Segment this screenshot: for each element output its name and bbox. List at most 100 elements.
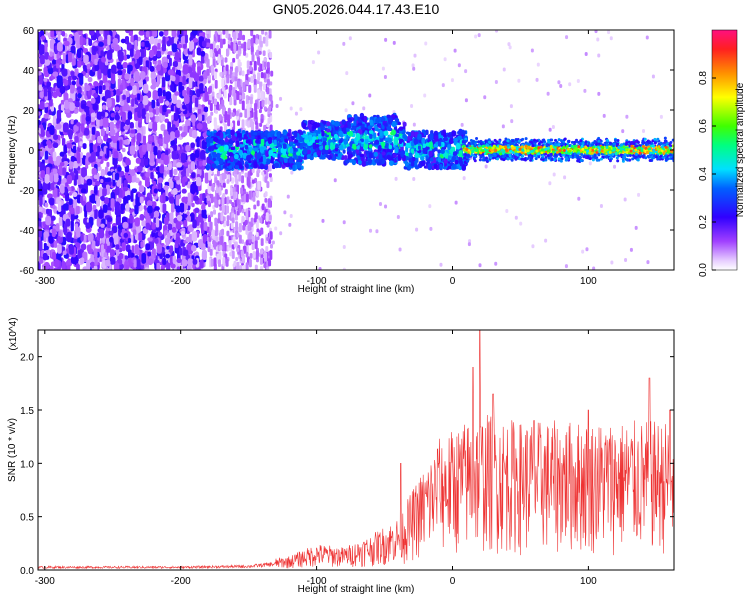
spectrogram-cell	[145, 76, 149, 82]
spectrogram-cell	[510, 119, 514, 124]
spectrogram-cell	[69, 207, 75, 214]
spectrogram-cell	[250, 30, 254, 37]
spectrogram-cell	[138, 122, 142, 128]
spectrogram-cell	[201, 249, 207, 261]
spectrogram-cell	[151, 99, 156, 109]
spectrogram-cell	[257, 57, 261, 66]
spectrogram-cell	[50, 182, 55, 191]
spectrogram-cell	[97, 145, 101, 153]
spectrogram-cell	[211, 229, 215, 239]
spectrogram-cell	[392, 40, 396, 45]
spectrogram-cell	[384, 37, 388, 42]
spectrogram-cell	[83, 54, 89, 64]
spectrogram-cell	[44, 42, 48, 53]
spectrogram-cell	[206, 58, 210, 68]
spectrogram-cell	[211, 65, 215, 76]
spectrogram-cell	[98, 36, 102, 42]
spectrogram-cell	[238, 94, 242, 100]
spectrogram-cell	[199, 160, 203, 167]
spectrogram-cell	[76, 38, 81, 49]
spectrogram-cell	[453, 48, 457, 53]
spectrogram-cell	[173, 60, 178, 68]
spectrogram-cell	[232, 236, 236, 243]
spectrogram-cell	[183, 249, 189, 257]
spectrogram-cell	[239, 30, 243, 41]
spectrogram-cell	[195, 97, 199, 108]
spectrogram-cell	[250, 222, 254, 228]
spectrogram-cell	[646, 260, 650, 265]
spectrogram-cell	[260, 248, 264, 255]
spectrogram-cell	[127, 64, 133, 72]
spectrogram-cell	[212, 209, 216, 215]
spectrogram-cell	[208, 214, 212, 223]
spectrogram-cell	[252, 250, 256, 259]
spectrogram-cell	[125, 30, 130, 34]
spectrogram-cell	[216, 44, 220, 50]
spectrogram-cell	[186, 211, 190, 216]
spectrogram-cell	[269, 81, 273, 86]
spectrogram-cell	[441, 83, 445, 88]
spectrogram-cell	[187, 258, 194, 267]
spectrogram-cell	[264, 191, 268, 197]
spectrogram-cell	[127, 238, 132, 243]
spectrogram-cell	[102, 204, 108, 213]
spectrogram-cell	[248, 258, 252, 268]
spectrogram-cell	[142, 142, 147, 153]
spectrogram-cell	[594, 30, 598, 34]
spectrogram-cell	[192, 38, 199, 43]
spectrogram-cell	[46, 208, 50, 215]
spectrogram-cell	[199, 199, 203, 205]
spectrogram-cell	[219, 206, 223, 211]
spectrogram-cell	[180, 231, 185, 236]
spectrogram-cell	[229, 251, 233, 257]
spectrogram-cell	[38, 111, 41, 116]
spectrogram-cell	[183, 219, 188, 228]
spectrogram-cell	[44, 202, 49, 208]
spectrogram-cell	[261, 30, 265, 35]
spectrogram-cell	[267, 117, 271, 125]
spectrogram-cell	[153, 145, 158, 156]
spectrogram-cell	[122, 185, 129, 192]
spectrogram-cell	[222, 30, 226, 35]
spectrogram-cell	[191, 172, 196, 179]
spectrogram-cell	[153, 188, 158, 194]
spectrogram-cell	[100, 50, 104, 57]
spectrogram-cell	[152, 89, 158, 101]
spectrogram-cell	[114, 208, 121, 216]
spectrogram-cell	[107, 34, 111, 46]
spectrogram-cell	[247, 224, 251, 232]
spectrogram-cell	[38, 84, 42, 91]
spectrogram-cell	[224, 188, 228, 195]
spectrogram-cell	[396, 215, 400, 220]
spectrogram-cell	[206, 116, 210, 125]
spectrogram-cell	[119, 84, 123, 92]
spectrogram-cell	[154, 238, 159, 244]
spectrogram-cell	[182, 75, 186, 86]
spectrogram-cell	[90, 97, 96, 104]
spectrogram-cell	[172, 255, 177, 264]
spectrogram-cell	[176, 257, 182, 264]
spectrogram-cell	[244, 108, 248, 119]
spectrogram-cell	[412, 177, 416, 182]
spectrogram-cell	[122, 221, 129, 229]
spectrogram-cell	[150, 36, 155, 45]
spectrogram-cell	[152, 56, 158, 62]
spectrogram-cell	[240, 187, 244, 195]
spectrogram-cell	[242, 34, 246, 41]
spectrogram-cell	[141, 252, 147, 264]
spectrogram-cell	[241, 119, 245, 129]
spectrogram-cell	[50, 215, 56, 221]
spectrogram-cell	[294, 111, 298, 116]
spectrogram-cell	[231, 244, 235, 250]
spectrogram-cell	[268, 215, 272, 221]
spectrogram-cell	[109, 249, 115, 257]
spectrogram-cell	[551, 124, 555, 129]
spectrogram-cell	[221, 86, 225, 92]
spectrogram-cell	[91, 193, 96, 204]
spectrogram-cell	[251, 235, 255, 243]
spectrogram-cell	[189, 72, 194, 78]
spectrogram-cell	[92, 204, 97, 210]
spectrogram-cell	[135, 157, 141, 164]
spectrogram-cell	[39, 75, 43, 85]
